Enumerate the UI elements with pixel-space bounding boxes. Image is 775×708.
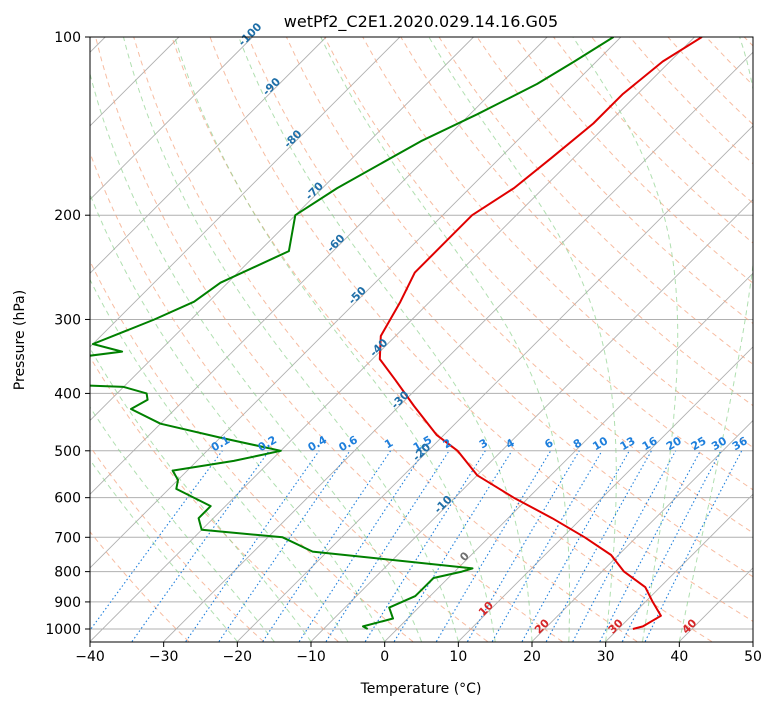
mixing-ratio-line xyxy=(393,450,513,642)
mixing-ratio-line xyxy=(185,450,320,642)
isotherm-line xyxy=(90,37,253,201)
moist-adiabat-line xyxy=(90,278,349,642)
moist-adiabat-line xyxy=(90,347,312,642)
mixing-ratio-line xyxy=(572,450,677,642)
y-tick-label: 500 xyxy=(54,444,81,460)
mixing-ratio-line xyxy=(545,450,652,642)
isotherm-line xyxy=(384,272,753,642)
mixing-ratio-line xyxy=(218,450,351,642)
x-tick-label: 50 xyxy=(744,649,762,665)
dry-adiabat-line xyxy=(400,37,753,407)
mixing-ratio-line xyxy=(131,450,270,642)
y-axis-label: Pressure (hPa) xyxy=(12,290,28,390)
isotherm-line xyxy=(90,37,622,569)
y-tick-label: 700 xyxy=(54,530,81,546)
isotherm-line xyxy=(90,37,474,422)
moist-adiabat-line xyxy=(572,37,679,642)
moist-adiabat-line xyxy=(238,37,533,642)
dry-adiabat-line xyxy=(209,37,753,622)
mixing-ratio-line xyxy=(521,450,630,642)
isotherm-line xyxy=(90,37,401,348)
y-tick-label: 600 xyxy=(54,491,81,507)
x-tick-label: −30 xyxy=(149,649,179,665)
x-tick-label: 20 xyxy=(523,649,541,665)
y-tick-label: 200 xyxy=(54,208,81,224)
dewpoint-profile xyxy=(90,37,615,630)
moist-adiabat-line xyxy=(174,37,496,642)
x-tick-label: 40 xyxy=(670,649,688,665)
mixing-ratio-line xyxy=(298,450,425,642)
mixing-ratio-line xyxy=(90,450,223,632)
dry-adiabat-line xyxy=(95,37,563,642)
x-tick-label: −20 xyxy=(223,649,253,665)
dry-adiabat-line xyxy=(90,530,190,642)
x-tick-label: 10 xyxy=(449,649,467,665)
x-tick-label: 0 xyxy=(380,649,389,665)
moist-adiabat-line xyxy=(90,406,275,642)
y-tick-label: 100 xyxy=(54,30,81,46)
temperature-profile xyxy=(378,37,703,630)
isotherm-line xyxy=(531,419,753,642)
dry-adiabat-line xyxy=(514,37,753,284)
plot-frame xyxy=(89,36,754,643)
x-axis-label: Temperature (°C) xyxy=(360,681,482,697)
dry-adiabat-line xyxy=(90,356,339,642)
isotherm-line xyxy=(605,493,753,642)
isotherm-line xyxy=(90,37,327,274)
chart-title: wetPf2_C2E1.2020.029.14.16.G05 xyxy=(284,12,558,32)
isotherm-line xyxy=(163,51,753,642)
dry-adiabat-line xyxy=(285,37,753,534)
mixing-ratio-line xyxy=(644,450,743,642)
x-tick-label: −40 xyxy=(75,649,105,665)
x-tick-label: 30 xyxy=(597,649,615,665)
y-tick-label: 1000 xyxy=(45,622,81,638)
y-tick-label: 900 xyxy=(54,595,81,611)
dry-adiabat-line xyxy=(247,37,753,578)
isotherm-line xyxy=(90,37,548,495)
dry-adiabat-line xyxy=(90,445,264,642)
moist-adiabat-line xyxy=(428,37,617,642)
dry-adiabat-line xyxy=(90,151,488,642)
y-tick-label: 400 xyxy=(54,386,81,402)
mixing-ratio-line xyxy=(262,450,392,642)
y-tick-label: 800 xyxy=(54,565,81,581)
dry-adiabat-line xyxy=(90,260,414,642)
y-tick-label: 300 xyxy=(54,312,81,328)
mixing-ratio-line xyxy=(325,450,450,642)
moist-adiabat-line xyxy=(90,458,238,642)
isotherm-line xyxy=(458,346,753,642)
x-tick-label: −10 xyxy=(296,649,326,665)
moist-adiabat-line xyxy=(90,72,422,642)
dry-adiabat-line xyxy=(438,37,753,365)
moist-adiabat-line xyxy=(320,37,571,642)
isotherm-line xyxy=(237,125,753,642)
moist-adiabat-line xyxy=(90,193,386,642)
moist-adiabat-line xyxy=(123,37,459,642)
dry-adiabat-line xyxy=(133,37,638,642)
